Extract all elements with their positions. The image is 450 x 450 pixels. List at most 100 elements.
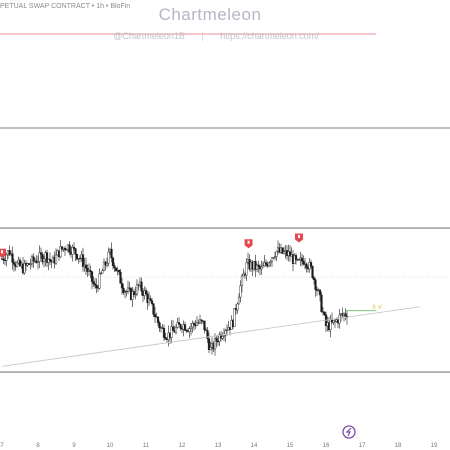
candle [135, 279, 139, 297]
x-tick-label: 13 [215, 443, 222, 449]
candle-body [11, 253, 14, 263]
candle [179, 323, 182, 331]
candle [86, 264, 89, 277]
candle-body [270, 257, 274, 262]
candle-body [48, 258, 52, 261]
candle [63, 245, 67, 256]
candle-body [12, 262, 16, 265]
candle [149, 295, 152, 302]
candle [75, 253, 79, 261]
candle [140, 277, 143, 296]
candle-body [125, 291, 128, 293]
candle-body [2, 258, 5, 261]
candle [233, 308, 236, 327]
candle-body [102, 261, 106, 272]
symbol-description: PETUAL SWAP CONTRACT • 1h • BloFin [0, 3, 131, 10]
candle-body [126, 287, 130, 292]
candle-body [110, 249, 113, 259]
candle-body [300, 257, 304, 262]
candle-body [98, 273, 101, 289]
candle-body [189, 326, 193, 329]
candle-body [144, 290, 148, 295]
candle-body [140, 281, 143, 292]
candle-body [36, 261, 40, 263]
candle [153, 306, 157, 323]
candle [239, 280, 242, 303]
chart-overlays: 8 ≯ [0, 233, 420, 439]
candle-body [132, 291, 136, 295]
candle-body [213, 338, 217, 350]
candle [183, 321, 187, 332]
candle [177, 317, 181, 325]
candle-body [72, 246, 76, 249]
candle [18, 257, 22, 268]
candle-body [323, 312, 326, 315]
x-tick-label: 10 [107, 443, 114, 449]
candle [338, 309, 341, 329]
x-tick-label: 11 [143, 443, 150, 449]
candle [150, 298, 154, 306]
candle-body [122, 287, 125, 293]
candle-body [39, 252, 43, 255]
candle-body [5, 254, 8, 261]
candle-body [111, 257, 115, 267]
candle-body [75, 254, 79, 260]
candle-body [162, 328, 166, 338]
candle-body [47, 258, 50, 263]
candle-body [288, 251, 292, 257]
candle [132, 288, 136, 298]
candle-body [150, 300, 154, 304]
candle-body [164, 337, 167, 340]
x-axis: 7 8 9 10 11 12 13 14 15 16 17 18 19 [0, 443, 438, 449]
candle [60, 246, 64, 252]
candle-body [158, 322, 161, 329]
candle [144, 287, 148, 295]
candle [305, 262, 308, 273]
candle [200, 319, 203, 325]
candle-body [18, 259, 22, 267]
candle-body [257, 264, 260, 267]
candle [54, 248, 58, 266]
candle-body [183, 324, 187, 331]
candle [45, 249, 49, 268]
candle [98, 268, 101, 290]
candle [320, 291, 323, 313]
candle-body [135, 284, 139, 295]
candle-body [275, 251, 278, 257]
candle [288, 244, 292, 262]
candle [312, 275, 316, 285]
candle [314, 278, 317, 297]
candle-body [41, 254, 44, 263]
candle [324, 311, 328, 333]
candle-body [152, 303, 155, 315]
candle [15, 260, 19, 268]
candle [119, 268, 122, 284]
candle [195, 316, 199, 327]
candle [128, 281, 131, 292]
x-tick-label: 14 [251, 443, 258, 449]
candle-body [225, 329, 229, 331]
candle-body [197, 322, 200, 324]
candle [321, 306, 325, 316]
marker-glyph [298, 234, 300, 238]
candle-body [74, 248, 77, 255]
candle [207, 332, 211, 354]
candle [74, 248, 77, 262]
website-url: https://chartmeleon.com/ [220, 31, 319, 41]
candle-body [153, 314, 157, 317]
candle-body [188, 328, 191, 332]
candle [174, 324, 178, 335]
candle-body [302, 260, 305, 265]
candle-body [42, 258, 46, 263]
x-tick-label: 8 [36, 443, 40, 449]
candle-body [23, 263, 26, 274]
candle [146, 291, 149, 310]
candle-body [245, 262, 248, 276]
candle-body [54, 254, 58, 264]
candle-body [29, 263, 32, 265]
candle [263, 254, 266, 267]
candle [152, 303, 155, 318]
candle [41, 251, 44, 265]
